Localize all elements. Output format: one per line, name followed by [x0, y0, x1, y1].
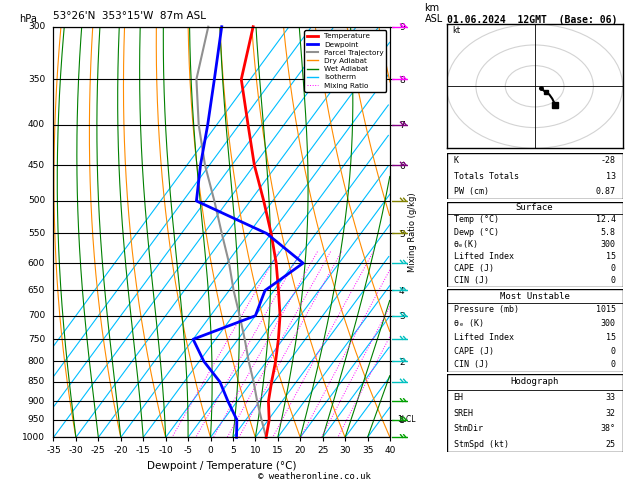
Text: Temp (°C): Temp (°C): [454, 215, 499, 225]
Text: 750: 750: [28, 335, 45, 344]
Text: 500: 500: [28, 196, 45, 206]
Text: Most Unstable: Most Unstable: [499, 292, 570, 300]
Text: Lifted Index: Lifted Index: [454, 252, 514, 261]
Text: 850: 850: [28, 378, 45, 386]
Text: hPa: hPa: [19, 14, 36, 24]
Text: 900: 900: [28, 397, 45, 406]
Text: SREH: SREH: [454, 409, 474, 417]
Text: km
ASL: km ASL: [425, 3, 443, 24]
Text: 1015: 1015: [596, 305, 616, 314]
Text: EH: EH: [454, 393, 464, 402]
Text: 300: 300: [601, 319, 616, 328]
Text: CAPE (J): CAPE (J): [454, 347, 494, 356]
Text: -28: -28: [601, 156, 616, 165]
Text: K: K: [454, 156, 459, 165]
Text: 0: 0: [611, 264, 616, 273]
Text: 15: 15: [606, 252, 616, 261]
Text: Dewp (°C): Dewp (°C): [454, 227, 499, 237]
Y-axis label: Mixing Ratio (g/kg): Mixing Ratio (g/kg): [408, 192, 416, 272]
Text: StmSpd (kt): StmSpd (kt): [454, 440, 509, 449]
Text: Totals Totals: Totals Totals: [454, 172, 519, 181]
Text: θₑ (K): θₑ (K): [454, 319, 484, 328]
Text: 38°: 38°: [601, 424, 616, 433]
Text: 25: 25: [606, 440, 616, 449]
Text: 10: 10: [269, 439, 277, 445]
Text: © weatheronline.co.uk: © weatheronline.co.uk: [258, 472, 371, 481]
X-axis label: Dewpoint / Temperature (°C): Dewpoint / Temperature (°C): [147, 461, 296, 471]
Text: 0: 0: [611, 276, 616, 285]
Text: Hodograph: Hodograph: [511, 378, 559, 386]
Text: CIN (J): CIN (J): [454, 276, 489, 285]
Text: 33: 33: [606, 393, 616, 402]
Text: 20: 20: [318, 439, 325, 445]
Text: 800: 800: [28, 357, 45, 366]
Text: 5.8: 5.8: [601, 227, 616, 237]
Text: 650: 650: [28, 286, 45, 295]
Text: 3: 3: [194, 439, 198, 445]
Text: 700: 700: [28, 311, 45, 320]
Text: 400: 400: [28, 121, 45, 129]
Text: 0: 0: [611, 347, 616, 356]
Text: 1LCL: 1LCL: [397, 416, 415, 424]
Text: 0: 0: [611, 361, 616, 369]
Legend: Temperature, Dewpoint, Parcel Trajectory, Dry Adiabat, Wet Adiabat, Isotherm, Mi: Temperature, Dewpoint, Parcel Trajectory…: [304, 30, 386, 91]
Text: 53°26'N  353°15'W  87m ASL: 53°26'N 353°15'W 87m ASL: [53, 11, 206, 21]
Text: CIN (J): CIN (J): [454, 361, 489, 369]
Text: 13: 13: [606, 172, 616, 181]
Text: PW (cm): PW (cm): [454, 187, 489, 196]
Text: 5: 5: [225, 439, 229, 445]
Text: 25: 25: [334, 439, 342, 445]
Text: 300: 300: [601, 240, 616, 249]
Text: 4: 4: [211, 439, 215, 445]
Text: 600: 600: [28, 259, 45, 268]
Text: 0.87: 0.87: [596, 187, 616, 196]
Text: 450: 450: [28, 160, 45, 170]
Text: 15: 15: [297, 439, 304, 445]
Text: 15: 15: [606, 333, 616, 342]
Text: Lifted Index: Lifted Index: [454, 333, 514, 342]
Text: StmDir: StmDir: [454, 424, 484, 433]
Text: kt: kt: [452, 26, 460, 35]
Text: 300: 300: [28, 22, 45, 31]
Text: Pressure (mb): Pressure (mb): [454, 305, 519, 314]
Text: 6: 6: [237, 439, 241, 445]
Text: θₑ(K): θₑ(K): [454, 240, 479, 249]
Text: 12.4: 12.4: [596, 215, 616, 225]
Text: 2: 2: [170, 439, 174, 445]
Text: 350: 350: [28, 75, 45, 84]
Text: 32: 32: [606, 409, 616, 417]
Text: 550: 550: [28, 229, 45, 238]
Text: Surface: Surface: [516, 203, 554, 212]
Text: CAPE (J): CAPE (J): [454, 264, 494, 273]
Text: 1000: 1000: [22, 433, 45, 442]
Text: 950: 950: [28, 416, 45, 424]
Text: 01.06.2024  12GMT  (Base: 06): 01.06.2024 12GMT (Base: 06): [447, 15, 617, 25]
